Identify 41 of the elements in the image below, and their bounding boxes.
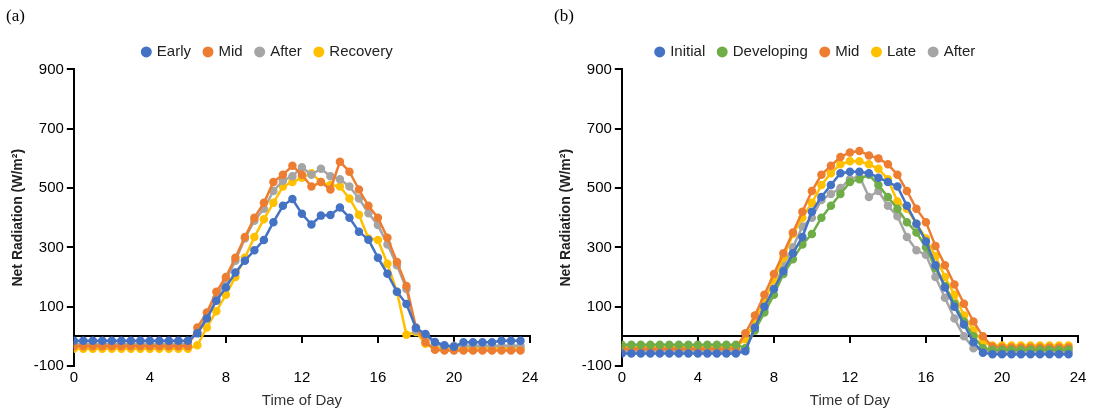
y-tick-label: -100 — [581, 356, 612, 374]
y-tick-label: 700 — [38, 118, 64, 136]
x-tick-label: 24 — [1069, 368, 1087, 386]
y-tick-label: -100 — [33, 356, 64, 374]
y-tick-label: 300 — [38, 237, 64, 255]
x-tick-label: 16 — [369, 368, 387, 386]
x-tick-label: 0 — [617, 368, 626, 386]
y-tick-label: 500 — [38, 178, 64, 196]
y-tick-label: 500 — [586, 178, 612, 196]
y-tick-label: 700 — [586, 118, 612, 136]
x-tick-label: 20 — [993, 368, 1011, 386]
legend-label: Early — [156, 42, 192, 60]
x-axis-title: Time of Day — [809, 391, 891, 409]
y-tick-label: 100 — [586, 296, 612, 314]
y-axis-title: Net Radiation (W/m²) — [9, 148, 26, 287]
chart-title: (a) — [6, 5, 25, 25]
legend-label: Recovery — [329, 42, 394, 60]
x-tick-label: 0 — [69, 368, 78, 386]
x-tick-label: 12 — [293, 368, 311, 386]
legend-label: After — [270, 42, 302, 60]
legend-label: Developing — [732, 42, 808, 60]
legend-label: Mid — [835, 42, 860, 60]
x-tick-label: 24 — [521, 368, 539, 386]
legend-label: Mid — [218, 42, 243, 60]
x-tick-label: 20 — [445, 368, 463, 386]
chart-title: (b) — [554, 5, 574, 25]
x-tick-label: 8 — [769, 368, 779, 386]
x-tick-label: 4 — [145, 368, 155, 386]
y-tick-label: 100 — [38, 296, 64, 314]
y-tick-label: 300 — [586, 237, 612, 255]
legend-label: After — [943, 42, 976, 60]
x-axis-title: Time of Day — [261, 391, 343, 409]
legend-label: Late — [886, 42, 917, 60]
x-tick-label: 16 — [917, 368, 935, 386]
x-tick-label: 12 — [841, 368, 859, 386]
x-tick-label: 8 — [221, 368, 231, 386]
y-axis-title: Net Radiation (W/m²) — [557, 148, 574, 287]
legend-label: Initial — [670, 42, 706, 60]
y-tick-label: 900 — [586, 59, 612, 77]
x-tick-label: 4 — [693, 368, 703, 386]
y-tick-label: 900 — [38, 59, 64, 77]
